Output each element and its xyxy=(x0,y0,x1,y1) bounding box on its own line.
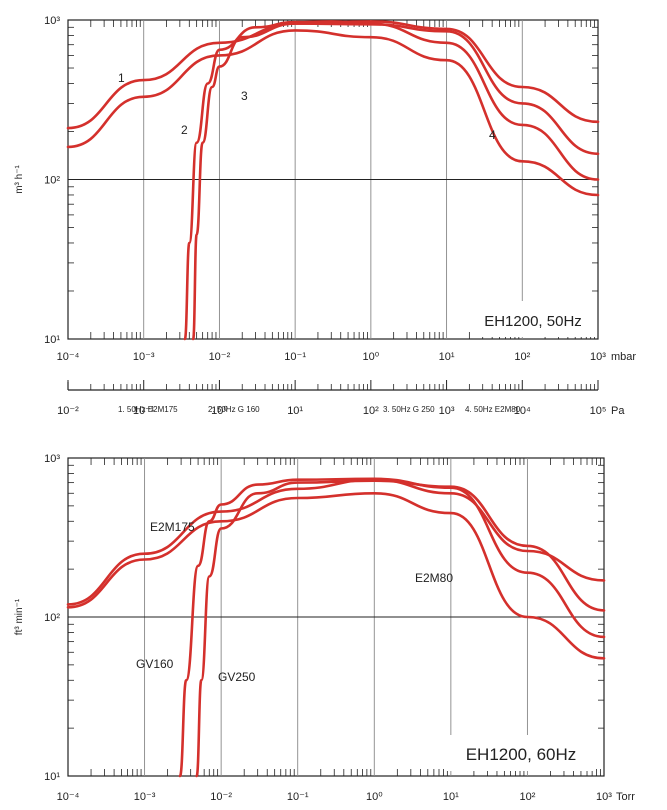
x-tick-label-torr: 10⁻² xyxy=(210,791,232,803)
legend-item-1: 1. 50Hz E2M175 xyxy=(118,405,178,414)
series-label-2: 2 xyxy=(181,123,188,137)
series-line-1-2 xyxy=(191,22,600,341)
chart-title-1: EH1200, 50Hz xyxy=(484,313,582,330)
x-tick-label-pa: 10⁴ xyxy=(514,405,531,417)
chart-title-2: EH1200, 60Hz xyxy=(466,745,577,764)
x-tick-label-pa: 10² xyxy=(363,405,379,417)
x-tick-label-pa: 10³ xyxy=(439,405,455,417)
series-line-2-1 xyxy=(178,477,606,778)
y-tick-label-2: 10² xyxy=(44,612,60,624)
x-tick-label-mbar: 10² xyxy=(514,351,530,363)
series-label-E2M80: E2M80 xyxy=(415,571,453,585)
series-line-2-2 xyxy=(195,479,606,778)
x-tick-label-torr: 10² xyxy=(519,791,535,803)
x-tick-label-mbar: 10⁻³ xyxy=(133,351,155,363)
series-line-2-0 xyxy=(66,478,606,606)
y-axis-label-1: m³ h⁻¹ xyxy=(14,165,25,194)
x-tick-label-mbar: 10⁻⁴ xyxy=(57,351,80,363)
x-tick-label-mbar: 10¹ xyxy=(439,351,455,363)
x-tick-label-torr: 10⁻¹ xyxy=(287,791,309,803)
x-tick-label-pa: 10⁻² xyxy=(57,405,79,417)
series-label-4: 4 xyxy=(489,128,496,142)
x-tick-label-mbar: 10⁻¹ xyxy=(284,351,306,363)
series-label-GV250: GV250 xyxy=(218,670,256,684)
y-axis-label-2: ft³ min⁻¹ xyxy=(14,598,25,635)
x-tick-label-pa: 10⁻¹ xyxy=(133,405,155,417)
x-tick-label-torr: 10⁻³ xyxy=(134,791,156,803)
x-tick-label-torr: 10³ xyxy=(596,791,612,803)
x-tick-label-pa: 10⁰ xyxy=(211,405,228,417)
legend-item-2: 2. 50Hz G 160 xyxy=(208,405,260,414)
x-tick-label-mbar: 10³ xyxy=(590,351,606,363)
series-line-1-0 xyxy=(66,20,600,130)
y-tick-label-1: 10¹ xyxy=(44,334,60,346)
x-unit-pa: Pa xyxy=(611,405,625,417)
series-label-GV160: GV160 xyxy=(136,657,174,671)
x-tick-label-mbar: 10⁻² xyxy=(209,351,231,363)
series-label-E2M175: E2M175 xyxy=(150,520,195,534)
series-label-3: 3 xyxy=(241,89,248,103)
legend-item-4: 4. 50Hz E2M80 xyxy=(465,405,521,414)
series-label-1: 1 xyxy=(118,71,125,85)
title-box-2 xyxy=(446,735,596,771)
x-tick-label-torr: 10¹ xyxy=(443,791,459,803)
x-unit-torr: Torr xyxy=(616,791,635,803)
title-box-1 xyxy=(470,301,596,337)
x-tick-label-pa: 10⁵ xyxy=(590,405,607,417)
y-tick-label-1: 10² xyxy=(44,175,60,187)
y-tick-label-2: 10³ xyxy=(44,453,60,465)
series-line-1-3 xyxy=(66,29,600,197)
y-tick-label-2: 10¹ xyxy=(44,771,60,783)
series-line-1-1 xyxy=(183,20,600,341)
legend-item-3: 3. 50Hz G 250 xyxy=(383,405,435,414)
x-tick-label-pa: 10¹ xyxy=(287,405,303,417)
x-tick-label-torr: 10⁻⁴ xyxy=(57,791,80,803)
y-tick-label-1: 10³ xyxy=(44,15,60,27)
x-tick-label-torr: 10⁰ xyxy=(366,791,383,803)
series-line-2-3 xyxy=(66,491,606,660)
x-tick-label-mbar: 10⁰ xyxy=(363,351,380,363)
x-unit-mbar: mbar xyxy=(611,351,636,363)
